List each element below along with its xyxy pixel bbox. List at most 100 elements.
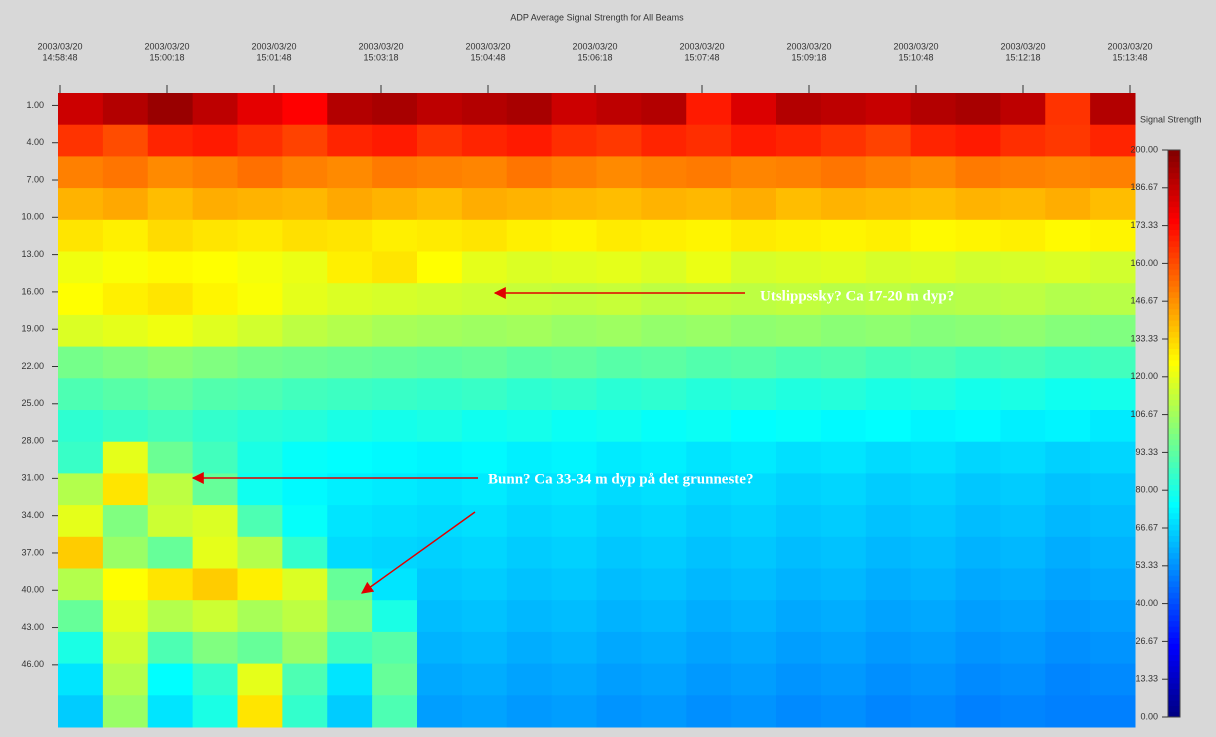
heat-cell: [147, 124, 194, 157]
heat-cell: [461, 314, 508, 348]
heat-cell: [58, 219, 104, 252]
heat-cell: [686, 124, 732, 157]
heat-cell: [506, 346, 553, 379]
heat-cell: [820, 505, 867, 538]
heat-cell: [551, 346, 597, 379]
heat-cell: [1090, 600, 1136, 633]
x-tick-date: 2003/03/20: [465, 41, 510, 51]
x-tick-time: 15:13:48: [1112, 52, 1147, 62]
heat-cell: [327, 536, 373, 569]
heat-cell: [1090, 568, 1136, 601]
heat-cell: [910, 346, 956, 379]
heat-cell: [596, 568, 642, 601]
heat-cell: [641, 568, 687, 601]
heat-cell: [1045, 568, 1091, 601]
colorbar-segment: [1168, 711, 1180, 718]
heat-cell: [1090, 378, 1136, 411]
heat-cell: [731, 93, 777, 126]
heat-cell: [102, 93, 149, 126]
heat-cell: [192, 124, 238, 157]
colorbar-segment: [1168, 382, 1180, 389]
colorbar-segment: [1168, 450, 1180, 457]
heat-cell: [731, 124, 777, 157]
heat-cell: [686, 473, 732, 506]
heat-cell: [372, 536, 418, 569]
heat-cell: [417, 536, 463, 569]
heat-cell: [58, 663, 104, 696]
heat-cell: [955, 536, 1001, 569]
heat-cell: [327, 473, 373, 506]
heat-cell: [731, 219, 777, 252]
heat-cell: [1090, 410, 1136, 443]
heat-cell: [1090, 536, 1136, 569]
colorbar-tick-label: 146.67: [1130, 296, 1158, 306]
heat-cell: [776, 124, 822, 157]
colorbar-segment: [1168, 433, 1180, 440]
colorbar-segment: [1168, 461, 1180, 469]
heat-cell: [192, 314, 238, 348]
heat-cell: [192, 346, 238, 379]
heat-cell: [327, 663, 373, 696]
x-tick-date: 2003/03/20: [786, 41, 831, 51]
heat-cell: [237, 346, 283, 379]
heat-cell: [776, 188, 822, 221]
y-tick-label: 25.00: [21, 398, 44, 408]
heat-cell: [820, 156, 867, 189]
heat-cell: [282, 314, 328, 348]
colorbar-segment: [1168, 648, 1180, 656]
colorbar-segment: [1168, 501, 1180, 508]
heat-cell: [1045, 314, 1091, 348]
heat-cell: [1090, 473, 1136, 506]
heat-cell: [776, 536, 822, 569]
colorbar-tick-label: 66.67: [1135, 522, 1158, 532]
heat-cell: [865, 93, 912, 126]
heat-cell: [776, 219, 822, 252]
heat-cell: [955, 568, 1001, 601]
heat-cell: [147, 251, 194, 284]
heat-cell: [192, 536, 238, 569]
heat-cell: [506, 600, 553, 633]
y-tick-label: 19.00: [21, 324, 44, 334]
heat-cell: [731, 631, 777, 665]
heat-cell: [327, 378, 373, 411]
heat-cell: [192, 695, 238, 728]
heat-cell: [58, 536, 104, 569]
heat-cell: [417, 600, 463, 633]
colorbar-segment: [1168, 155, 1180, 162]
colorbar-tick-label: 93.33: [1135, 447, 1158, 457]
colorbar-segment: [1168, 291, 1180, 298]
heat-cell: [820, 441, 867, 474]
heat-cell: [506, 219, 553, 252]
heat-cell: [776, 378, 822, 411]
heat-cell: [327, 410, 373, 443]
heat-cell: [372, 156, 418, 189]
heat-cell: [910, 505, 956, 538]
heat-cell: [461, 695, 508, 728]
heat-cell: [237, 283, 283, 316]
heat-cell: [731, 410, 777, 443]
colorbar-segment: [1168, 218, 1180, 225]
heat-cell: [596, 93, 642, 126]
heat-cell: [327, 600, 373, 633]
heat-cell: [282, 568, 328, 601]
colorbar-segment: [1168, 705, 1180, 712]
heat-cell: [955, 188, 1001, 221]
heat-cell: [865, 536, 912, 569]
heat-cell: [192, 188, 238, 221]
heat-cell: [1000, 505, 1046, 538]
heat-cell: [910, 314, 956, 348]
heat-cell: [417, 410, 463, 443]
heat-cell: [58, 410, 104, 443]
x-tick-date: 2003/03/20: [144, 41, 189, 51]
heat-cell: [282, 124, 328, 157]
heat-cell: [417, 568, 463, 601]
heat-cell: [551, 568, 597, 601]
heat-cell: [865, 346, 912, 379]
heat-cell: [865, 251, 912, 284]
colorbar-segment: [1168, 167, 1180, 174]
heat-cell: [820, 631, 867, 665]
x-tick-date: 2003/03/20: [893, 41, 938, 51]
heat-cell: [282, 283, 328, 316]
heat-cell: [58, 346, 104, 379]
colorbar-segment: [1168, 325, 1180, 332]
